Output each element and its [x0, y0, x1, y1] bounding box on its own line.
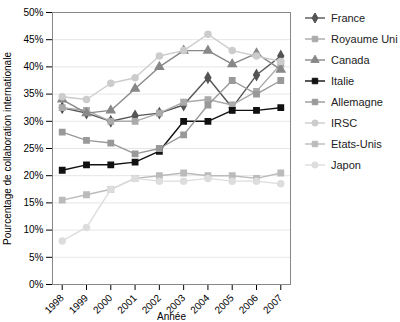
- svg-text:10%: 10%: [23, 224, 43, 235]
- html-text:IRSC: IRSC: [331, 117, 358, 129]
- svg-text:35%: 35%: [23, 88, 43, 99]
- html-text:Italie: Italie: [331, 75, 355, 87]
- svg-text:40%: 40%: [23, 61, 43, 72]
- svg-text:2007: 2007: [261, 292, 285, 316]
- svg-text:2003: 2003: [163, 292, 188, 316]
- html-text:Japon: Japon: [331, 159, 361, 171]
- svg-text:0%: 0%: [29, 279, 44, 290]
- html-text:France: France: [331, 12, 366, 24]
- svg-text:2005: 2005: [212, 292, 236, 316]
- svg-text:1999: 1999: [67, 292, 91, 316]
- svg-text:Année: Année: [157, 311, 186, 322]
- svg-text:50%: 50%: [23, 7, 43, 18]
- svg-text:20%: 20%: [23, 170, 43, 181]
- svg-text:15%: 15%: [23, 197, 43, 208]
- html-text:Royaume Uni: Royaume Uni: [331, 33, 398, 45]
- svg-text:2001: 2001: [115, 292, 139, 316]
- svg-text:45%: 45%: [23, 34, 43, 45]
- html-text:Etats-Unis: Etats-Unis: [331, 138, 382, 150]
- svg-text:5%: 5%: [29, 251, 44, 262]
- svg-text:2000: 2000: [91, 292, 115, 316]
- svg-text:30%: 30%: [23, 116, 43, 127]
- html-text:Canada: Canada: [331, 54, 370, 66]
- svg-text:25%: 25%: [23, 143, 43, 154]
- svg-text:2002: 2002: [139, 292, 163, 316]
- svg-text:2006: 2006: [237, 292, 261, 316]
- html-text:Allemagne: Allemagne: [331, 96, 383, 108]
- svg-text:1998: 1998: [42, 292, 66, 316]
- svg-text:Pourcentage de collaboration i: Pourcentage de collaboration internation…: [2, 52, 13, 245]
- svg-text:2004: 2004: [188, 292, 212, 316]
